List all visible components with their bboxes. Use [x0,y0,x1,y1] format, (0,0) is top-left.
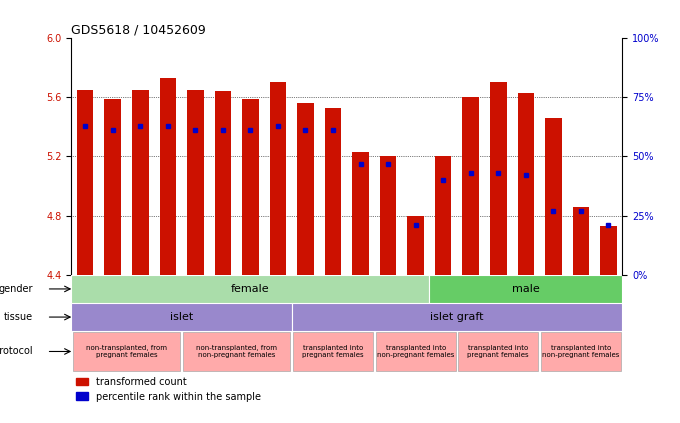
Bar [458,332,538,371]
Bar [325,107,341,275]
Text: islet graft: islet graft [430,312,483,322]
Text: female: female [231,284,270,294]
Text: non-transplanted, from
pregnant females: non-transplanted, from pregnant females [86,345,167,358]
Text: protocol: protocol [0,346,33,357]
Bar [183,332,290,371]
Text: transplanted into
pregnant females: transplanted into pregnant females [467,345,529,358]
Bar [573,207,589,275]
Bar [105,99,121,275]
Bar [435,157,452,275]
Bar [430,275,622,303]
Bar [132,90,148,275]
Bar [545,118,562,275]
Bar [297,103,313,275]
Bar [71,275,430,303]
Bar [293,332,373,371]
Text: gender: gender [0,284,33,294]
Legend: transformed count, percentile rank within the sample: transformed count, percentile rank withi… [76,377,260,401]
Bar [380,157,396,275]
Bar [462,97,479,275]
Text: islet: islet [170,312,193,322]
Bar [600,226,617,275]
Bar [187,90,203,275]
Bar [242,99,258,275]
Bar [352,152,369,275]
Bar [490,82,507,275]
Text: tissue: tissue [3,312,33,322]
Bar [215,91,231,275]
Bar [541,332,621,371]
Bar [73,332,180,371]
Text: transplanted into
non-pregnant females: transplanted into non-pregnant females [542,345,619,358]
Bar [292,303,622,331]
Bar [407,216,424,275]
Text: transplanted into
pregnant females: transplanted into pregnant females [302,345,364,358]
Bar [376,332,456,371]
Text: GDS5618 / 10452609: GDS5618 / 10452609 [71,24,206,37]
Text: transplanted into
non-pregnant females: transplanted into non-pregnant females [377,345,454,358]
Bar [71,303,292,331]
Bar [270,82,286,275]
Bar [77,90,93,275]
Text: non-transplanted, from
non-pregnant females: non-transplanted, from non-pregnant fema… [196,345,277,358]
Bar [517,93,534,275]
Text: male: male [512,284,540,294]
Bar [160,78,176,275]
